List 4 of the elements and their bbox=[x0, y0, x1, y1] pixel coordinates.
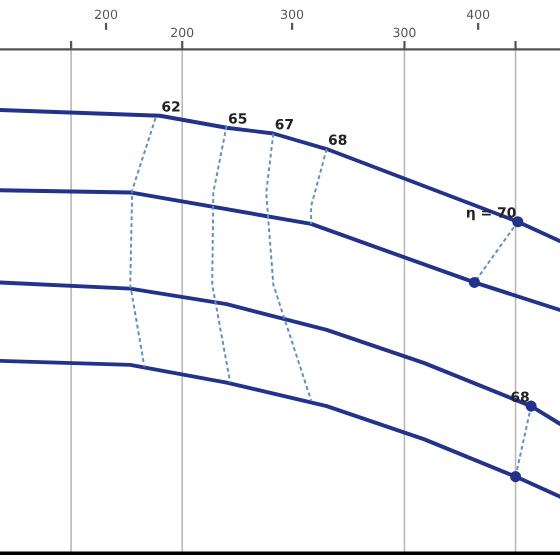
point bbox=[510, 471, 522, 483]
point bbox=[512, 216, 524, 228]
point bbox=[468, 276, 480, 288]
point bbox=[525, 400, 537, 412]
